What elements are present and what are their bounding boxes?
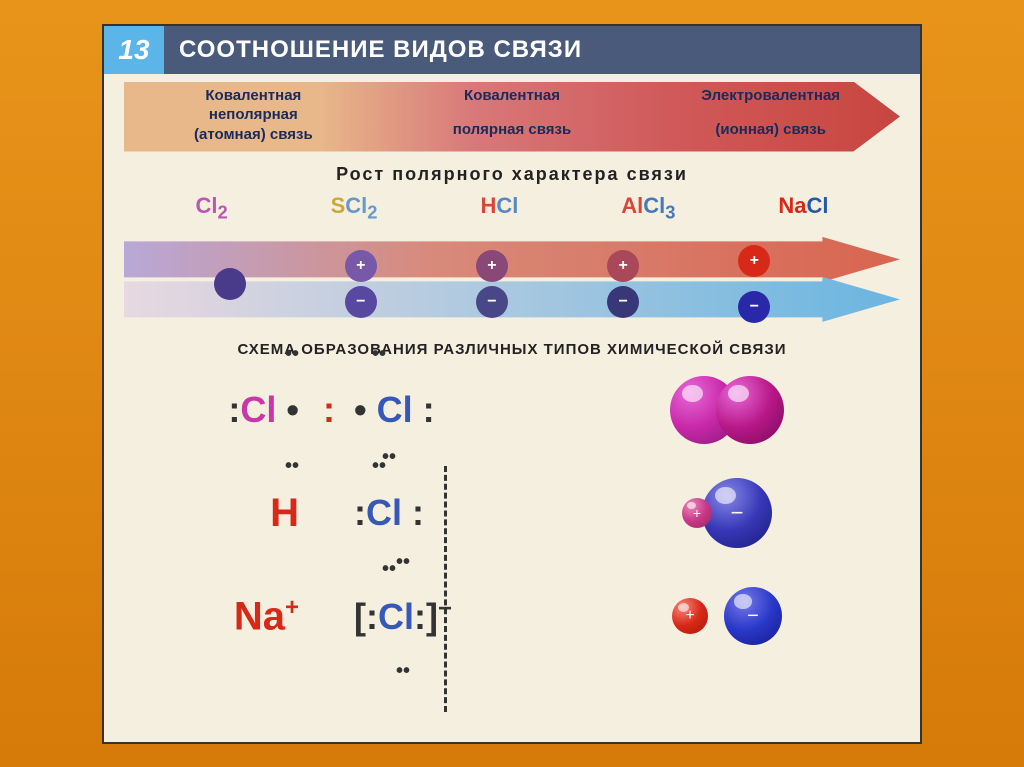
charge-superscript: +: [285, 594, 299, 621]
element: Cl: [195, 193, 217, 218]
formula-scl2: SCl2: [331, 193, 378, 223]
cation-icon: +: [345, 250, 377, 282]
spacer: [383, 105, 642, 120]
electron-dots: :: [414, 596, 426, 637]
spacer: [641, 105, 900, 120]
electron-dots: •: [276, 389, 299, 430]
formula-row: Cl2 SCl2 HCl AlCl3 NaCl: [104, 185, 920, 227]
anion-sphere-icon: −: [724, 587, 782, 645]
element-symbol: Na: [234, 594, 285, 638]
subscript: 2: [217, 201, 227, 222]
label-line: (атомная) связь: [124, 125, 383, 145]
anion-icon: −: [607, 286, 639, 318]
header: 13 СООТНОШЕНИЕ ВИДОВ СВЯЗИ: [104, 26, 920, 74]
electron-dots: ••: [372, 343, 386, 365]
lewis-left: H: [134, 491, 314, 536]
scheme-row-nacl: Na+ •• [:Cl:]− •• + −: [134, 574, 890, 659]
electron-dots: :: [354, 492, 366, 533]
element: Cl: [807, 193, 829, 218]
formula-hcl: HCl: [480, 193, 518, 223]
polarity-growth-title: Рост полярного характера связи: [104, 164, 920, 185]
atom-pair: + −: [476, 250, 508, 318]
overlap-spheres: [670, 376, 784, 444]
atom-pair: + −: [345, 250, 377, 318]
lewis-schemes: •• :Cl • •• : •• • Cl : •• H: [104, 358, 920, 669]
element: Al: [621, 193, 643, 218]
ionic-spheres: + −: [672, 587, 782, 645]
bracket: [: [354, 596, 366, 637]
chemistry-poster: 13 СООТНОШЕНИЕ ВИДОВ СВЯЗИ Ковалентная н…: [102, 24, 922, 744]
label-line: Ковалентная: [124, 86, 383, 106]
atom-models-row: + − + − + − + −: [164, 245, 820, 323]
electron-dots: ••: [382, 446, 396, 468]
polar-spheres: + −: [682, 478, 772, 548]
element: S: [331, 193, 346, 218]
element-symbol: Cl: [240, 389, 276, 430]
scheme-row-cl2: •• :Cl • •• : •• • Cl : ••: [134, 368, 890, 453]
atom-pair: + −: [738, 245, 770, 323]
label-line: неполярная: [124, 105, 383, 125]
bond-type-labels: Ковалентная неполярная (атомная) связь К…: [124, 82, 900, 152]
label-line: (ионная) связь: [641, 120, 900, 140]
electron-dots: ••: [285, 455, 299, 477]
lewis-left: Na+: [134, 594, 314, 639]
label-line: полярная связь: [383, 120, 642, 140]
sphere-icon: [716, 376, 784, 444]
label-line: Электровалентная: [641, 86, 900, 106]
subscript: 3: [665, 201, 675, 222]
formula-alcl3: AlCl3: [621, 193, 675, 223]
electron-dots: ••: [285, 343, 299, 365]
cation-sphere-icon: +: [672, 598, 708, 634]
electron-dots: :: [413, 389, 435, 430]
charge-superscript: −: [438, 595, 452, 622]
poster-number: 13: [104, 26, 164, 74]
electron-dots: ••: [396, 551, 410, 573]
electron-dots: :: [366, 596, 378, 637]
atom-neutral: [214, 268, 246, 300]
shared-pair: :: [323, 389, 335, 430]
subscript: 2: [367, 201, 377, 222]
element: H: [480, 193, 496, 218]
cation-icon: +: [738, 245, 770, 277]
electron-dots: •: [354, 389, 377, 430]
label-line: Ковалентная: [383, 86, 642, 106]
atom-pair: + −: [607, 250, 639, 318]
anion-icon: −: [476, 286, 508, 318]
element: Na: [778, 193, 806, 218]
anion-icon: −: [345, 286, 377, 318]
scheme-row-hcl: H •• :Cl : •• + −: [134, 471, 890, 556]
element-symbol: Cl: [378, 596, 414, 637]
molecule-model: [564, 376, 890, 444]
element-symbol: H: [270, 491, 299, 535]
molecule-model: + −: [564, 587, 890, 645]
cation-icon: +: [607, 250, 639, 282]
covalent-nonpolar-label: Ковалентная неполярная (атомная) связь: [124, 82, 383, 152]
cation-icon: +: [476, 250, 508, 282]
electron-dots: ••: [396, 660, 410, 682]
lewis-left: •• :Cl • ••: [134, 347, 314, 473]
electron-dots: :: [228, 389, 240, 430]
bond-dots: :: [314, 389, 344, 431]
element: Cl: [345, 193, 367, 218]
double-arrow-diagram: + − + − + − + −: [124, 227, 900, 327]
electron-dots: :: [402, 492, 424, 533]
lewis-right: •• [:Cl:]− ••: [344, 553, 564, 680]
element: Cl: [643, 193, 665, 218]
poster-title: СООТНОШЕНИЕ ВИДОВ СВЯЗИ: [179, 36, 582, 64]
element-symbol: Cl: [366, 492, 402, 533]
anion-sphere-icon: −: [702, 478, 772, 548]
bracket: ]: [426, 596, 438, 637]
ionic-label: Электровалентная (ионная) связь: [641, 82, 900, 152]
element-symbol: Cl: [377, 389, 413, 430]
element: Cl: [496, 193, 518, 218]
anion-icon: −: [738, 291, 770, 323]
formula-nacl: NaCl: [778, 193, 828, 223]
molecule-model: + −: [564, 478, 890, 548]
bond-type-gradient-arrow: Ковалентная неполярная (атомная) связь К…: [124, 82, 900, 152]
covalent-polar-label: Ковалентная полярная связь: [383, 82, 642, 152]
formula-cl2: Cl2: [195, 193, 227, 223]
